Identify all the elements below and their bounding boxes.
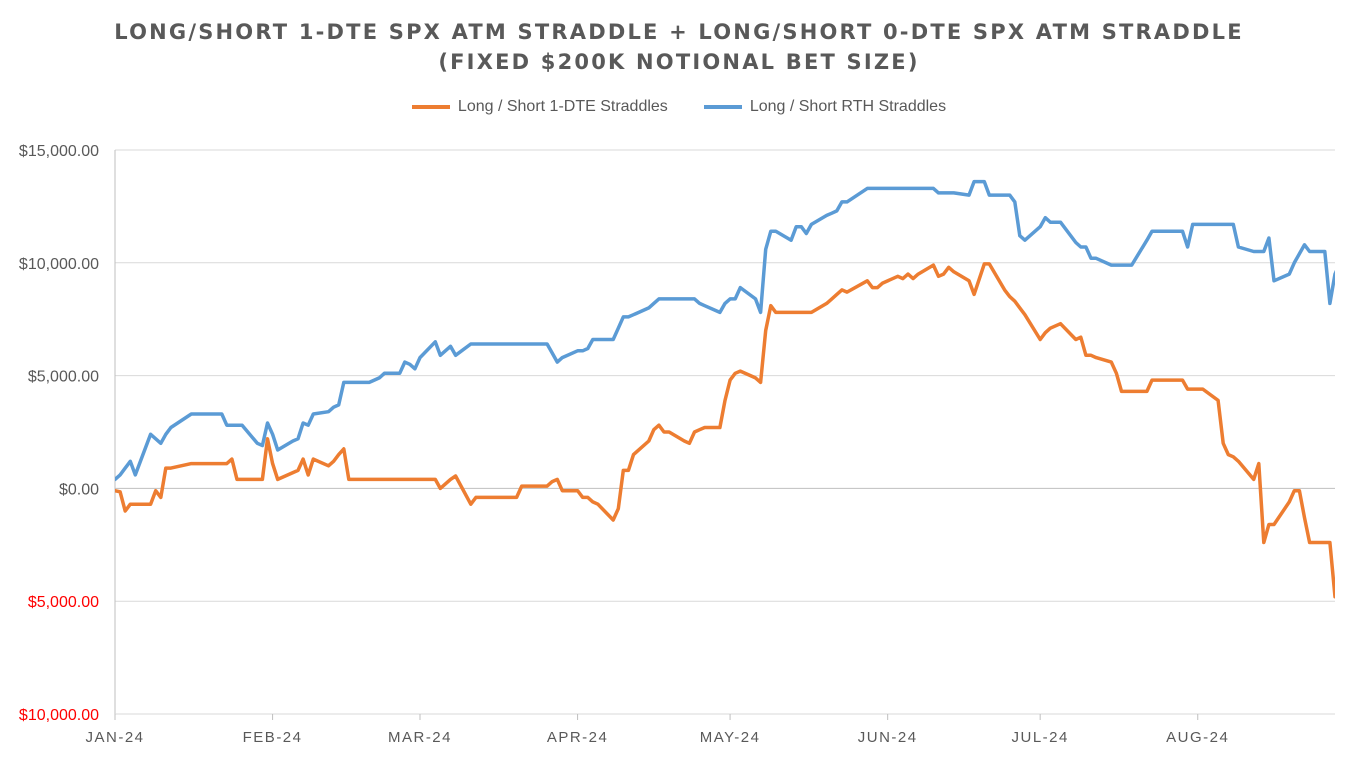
x-tick-label: MAY-24: [700, 729, 761, 746]
x-tick-label: MAR-24: [388, 729, 452, 746]
y-tick-label: $5,000.00: [28, 369, 99, 386]
x-tick-label: JUN-24: [858, 729, 918, 746]
chart-subtitle: (FIXED $200K NOTIONAL BET SIZE): [438, 50, 920, 74]
x-tick-label: APR-24: [547, 729, 609, 746]
y-tick-label: $10,000.00: [19, 256, 99, 273]
series-line-1dte: [115, 262, 1335, 599]
legend-swatch-rth: [703, 105, 742, 109]
legend: Long / Short 1-DTE Straddles Long / Shor…: [0, 98, 1358, 116]
legend-swatch-1dte: [411, 105, 450, 109]
y-tick-label: $0.00: [59, 481, 99, 498]
legend-label-rth: Long / Short RTH Straddles: [749, 98, 947, 115]
y-tick-label: $15,000.00: [19, 143, 99, 160]
legend-item-rth: Long / Short RTH Straddles: [703, 98, 947, 116]
x-tick-label: FEB-24: [243, 729, 303, 746]
series-line-rth: [115, 179, 1335, 482]
y-tick-label: $10,000.00: [19, 707, 99, 724]
chart-title: LONG/SHORT 1-DTE SPX ATM STRADDLE + LONG…: [114, 20, 1244, 44]
x-tick-label: JUL-24: [1011, 729, 1068, 746]
x-tick-label: JAN-24: [85, 729, 144, 746]
y-tick-label: $5,000.00: [28, 594, 99, 611]
legend-item-1dte: Long / Short 1-DTE Straddles: [411, 98, 668, 116]
legend-label-1dte: Long / Short 1-DTE Straddles: [457, 98, 668, 115]
x-tick-label: AUG-24: [1166, 729, 1229, 746]
